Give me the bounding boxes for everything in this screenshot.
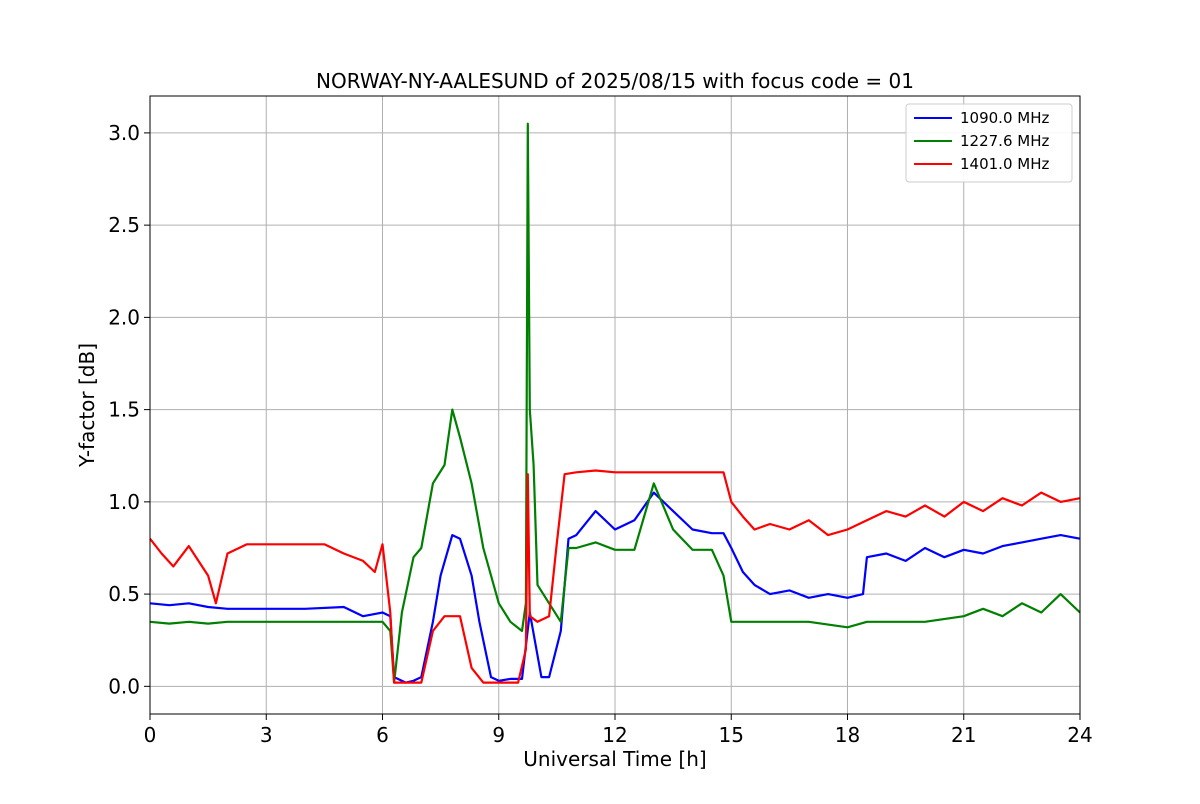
x-tick-label: 6: [376, 723, 389, 747]
x-tick-label: 21: [951, 723, 976, 747]
y-tick-label: 2.5: [108, 213, 140, 237]
y-tick-label: 0.5: [108, 582, 140, 606]
series-line-3: [149, 469, 1081, 684]
x-tick-label: 9: [492, 723, 505, 747]
x-tick-label: 3: [260, 723, 273, 747]
x-axis-label: Universal Time [h]: [523, 747, 706, 771]
series-layer: [149, 122, 1081, 684]
y-tick-label: 3.0: [108, 121, 140, 145]
ticks: 0 3 6 9 12 15 18 21 24 0.0 0.5 1.0 1.5 2.0 2.5 3.0: [108, 121, 1093, 747]
y-tick-label: 1.5: [108, 398, 140, 422]
legend-label: 1401.0 MHz: [960, 155, 1049, 173]
y-axis-label: Y-factor [dB]: [75, 343, 99, 468]
x-tick-label: 15: [719, 723, 744, 747]
series-line-2: [149, 122, 1081, 684]
legend-box: [905, 103, 1073, 183]
series-line-1: [149, 491, 1081, 684]
x-tick-label: 24: [1067, 723, 1092, 747]
x-tick-label: 18: [835, 723, 860, 747]
x-tick-label: 0: [144, 723, 157, 747]
y-tick-label: 0.0: [108, 674, 140, 698]
legend: 1090.0 MHz 1227.6 MHz 1401.0 MHz: [905, 103, 1073, 183]
chart-title: NORWAY-NY-AALESUND of 2025/08/15 with fo…: [316, 69, 914, 93]
legend-label: 1090.0 MHz: [960, 109, 1049, 127]
legend-label: 1227.6 MHz: [960, 132, 1049, 150]
y-tick-label: 2.0: [108, 305, 140, 329]
y-tick-label: 1.0: [108, 490, 140, 514]
x-tick-label: 12: [602, 723, 627, 747]
